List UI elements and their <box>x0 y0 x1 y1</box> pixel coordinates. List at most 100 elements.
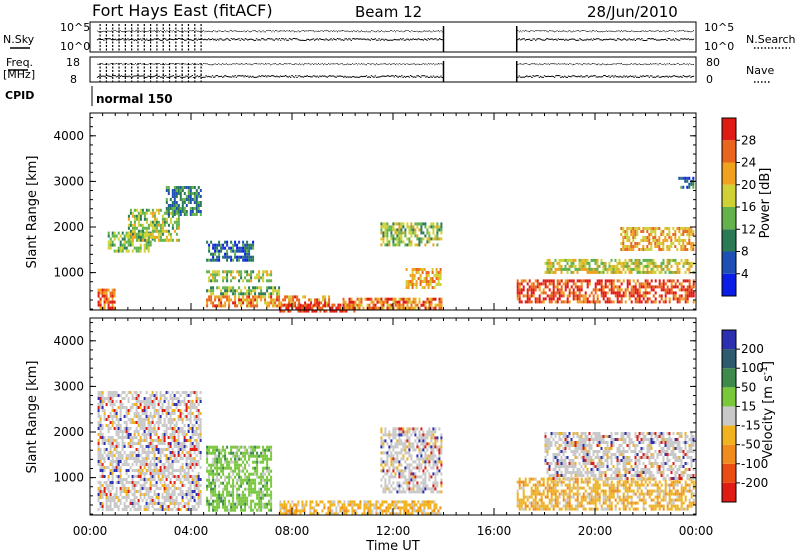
velocity-ylabel: Slant Range [km] <box>25 361 40 474</box>
colorbar-swatch <box>722 118 736 141</box>
nave-tick-top: 80 <box>706 56 720 69</box>
colorbar-tick-label: 12 <box>741 222 756 236</box>
echo-region-5 <box>544 432 695 480</box>
x-axis-label: Time UT <box>365 539 419 554</box>
y-tick-label: 2000 <box>53 425 84 439</box>
echo-region-15 <box>678 176 695 189</box>
x-tick-label: 08:00 <box>275 524 310 538</box>
x-tick-label: 12:00 <box>376 524 411 538</box>
freq-tick-top: 18 <box>66 56 80 69</box>
freq-unit: [MHz] <box>3 68 35 81</box>
colorbar-swatch <box>722 140 736 163</box>
cpid-label: CPID <box>5 89 34 102</box>
echo-region-0 <box>97 391 202 511</box>
colorbar-tick-label: -100 <box>741 457 768 471</box>
freq-label: Freq. <box>6 56 33 69</box>
velocity-echoes <box>97 391 695 516</box>
colorbar-tick-label: -15 <box>741 419 761 433</box>
colorbar-swatch <box>722 229 736 252</box>
nsearch-tick-top: 10^5 <box>704 21 734 34</box>
echo-region-14 <box>620 227 695 251</box>
velocity-colorbar: 200 100 50 15 -15 -50 -100 -200 <box>721 329 768 503</box>
colorbar-tick-label: 100 <box>741 361 764 375</box>
echo-region-12 <box>516 279 695 304</box>
x-tick-label: 00:00 <box>679 524 714 538</box>
colorbar-swatch <box>722 330 736 350</box>
echo-region-3 <box>380 427 443 494</box>
velocity-colorbar-label: Velocity [m s-1] <box>760 361 776 459</box>
y-tick-label: 1000 <box>53 266 84 280</box>
nsky-trace <box>96 24 695 52</box>
x-tick-label: 20:00 <box>578 524 613 538</box>
nave-label: Nave <box>746 64 774 77</box>
echo-region-1 <box>206 445 273 512</box>
colorbar-tick-label: 20 <box>741 178 756 192</box>
power-ylabel: Slant Range [km] <box>25 156 40 269</box>
date-label: 28/Jun/2010 <box>587 3 678 21</box>
echo-region-7 <box>206 295 331 308</box>
echo-region-5 <box>206 270 273 283</box>
echo-region-10 <box>380 222 443 247</box>
nsearch-label: N.Search <box>746 33 796 46</box>
nsky-tick-bottom: 10^0 <box>60 40 90 53</box>
nsky-tick-top: 10^5 <box>60 21 90 34</box>
colorbar-tick-label: 15 <box>741 399 756 413</box>
echo-region-4 <box>206 240 255 262</box>
y-tick-label: 4000 <box>53 129 84 143</box>
nave-tick-bottom: 0 <box>706 73 713 86</box>
cpid-row: CPID normal 150 <box>5 86 173 106</box>
velocity-panel: 1000 2000 3000 4000 Slant Range [km] 200 100… <box>25 317 776 554</box>
freq-panel: Freq. [MHz] 18 8 80 0 Nave <box>3 56 774 86</box>
echo-region-2 <box>279 500 442 516</box>
colorbar-tick-label: 24 <box>741 156 756 170</box>
y-tick-label: 3000 <box>53 379 84 393</box>
y-tick-label: 2000 <box>53 220 84 234</box>
echo-region-6 <box>206 286 281 296</box>
colorbar-swatch <box>722 273 736 296</box>
echo-region-0 <box>97 288 116 310</box>
echo-region-1 <box>107 231 154 253</box>
colorbar-swatch <box>722 406 736 426</box>
freq-trace <box>96 61 695 82</box>
colorbar-swatch <box>722 444 736 464</box>
x-tick-label: 16:00 <box>477 524 512 538</box>
station-title: Fort Hays East (fitACF) <box>92 1 273 20</box>
cpid-value: normal 150 <box>96 92 173 106</box>
x-tick-label: 00:00 <box>73 524 108 538</box>
colorbar-tick-label: -200 <box>741 476 768 490</box>
colorbar-swatch <box>722 162 736 185</box>
freq-tick-bottom: 8 <box>70 73 77 86</box>
colorbar-swatch <box>722 207 736 230</box>
nsearch-tick-bottom: 10^0 <box>704 40 734 53</box>
echo-region-2 <box>127 208 180 242</box>
colorbar-swatch <box>722 349 736 369</box>
echo-region-3 <box>165 186 202 216</box>
colorbar-tick-label: 16 <box>741 200 756 214</box>
nsky-panel: N.Sky 10^5 10^0 10^5 10^0 N.Search <box>3 21 796 53</box>
power-colorbar: 4 8 12 16 20 24 28 <box>721 117 756 297</box>
power-echoes <box>97 176 695 313</box>
colorbar-swatch <box>722 425 736 445</box>
colorbar-swatch <box>722 368 736 388</box>
beam-label: Beam 12 <box>355 3 422 21</box>
colorbar-tick-label: 8 <box>741 245 749 259</box>
colorbar-tick-label: 50 <box>741 380 756 394</box>
echo-region-4 <box>516 477 695 511</box>
colorbar-swatch <box>722 387 736 407</box>
y-tick-label: 1000 <box>53 471 84 485</box>
colorbar-swatch <box>722 482 736 502</box>
colorbar-tick-label: 200 <box>741 342 764 356</box>
x-tick-label: 04:00 <box>174 524 209 538</box>
colorbar-swatch <box>722 463 736 483</box>
echo-region-11 <box>405 268 442 289</box>
power-colorbar-label: Power [dB] <box>758 168 773 239</box>
echo-region-13 <box>544 258 695 274</box>
y-tick-label: 4000 <box>53 334 84 348</box>
colorbar-tick-label: 4 <box>741 267 749 281</box>
y-tick-label: 3000 <box>53 174 84 188</box>
colorbar-swatch <box>722 184 736 207</box>
colorbar-tick-label: 28 <box>741 133 756 147</box>
colorbar-tick-label: -50 <box>741 438 761 452</box>
power-panel: 1000 2000 3000 4000 Slant Range [km] 4 8 12 16… <box>25 112 773 313</box>
